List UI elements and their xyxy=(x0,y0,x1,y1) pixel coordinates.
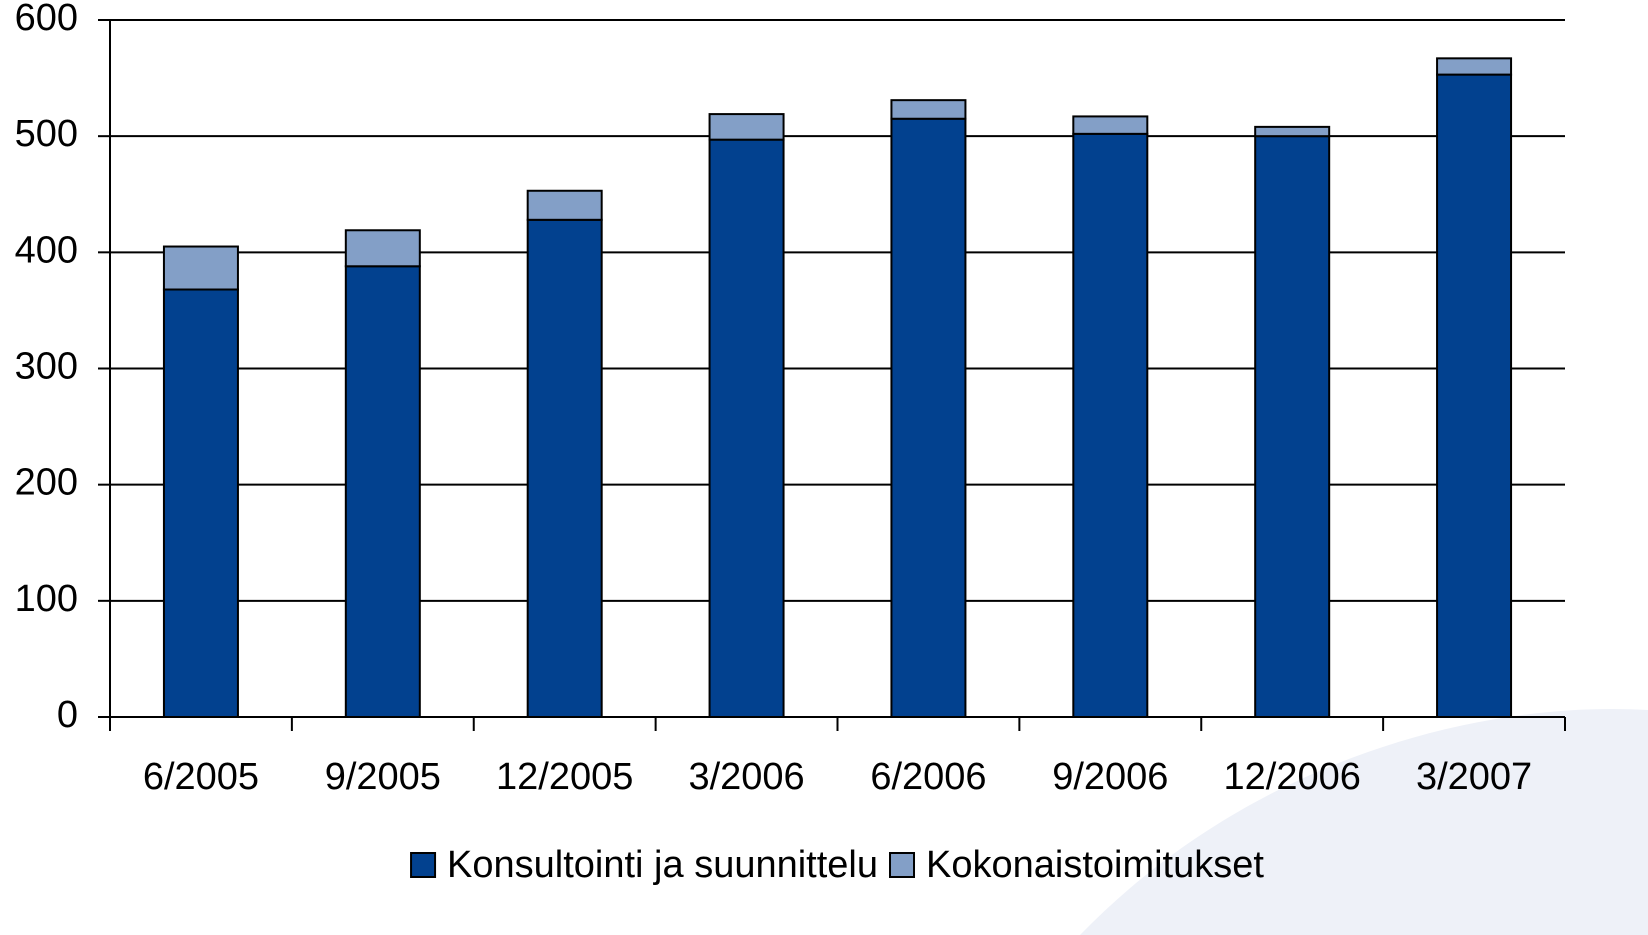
legend-label: Kokonaistoimitukset xyxy=(926,844,1264,886)
bar-segment xyxy=(162,288,239,718)
bar-segment xyxy=(1436,57,1513,76)
x-tick-label: 12/2006 xyxy=(1224,756,1361,798)
bar-segment xyxy=(1072,115,1149,135)
bar-segment xyxy=(708,138,785,718)
bar-segment xyxy=(1072,132,1149,719)
y-tick-label: 500 xyxy=(15,113,78,155)
bar-segment xyxy=(1436,73,1513,719)
bar-segment xyxy=(708,113,785,141)
legend-swatch xyxy=(410,852,437,878)
x-tick-label: 3/2007 xyxy=(1416,756,1532,798)
y-tick-label: 300 xyxy=(15,346,78,388)
bar-segment xyxy=(344,265,421,718)
bar-segment xyxy=(1254,135,1331,718)
x-tick-label: 6/2006 xyxy=(870,756,986,798)
y-tick-label: 200 xyxy=(15,462,78,504)
bar-segment xyxy=(890,99,967,120)
bar-segment xyxy=(344,229,421,268)
background-swoosh xyxy=(1080,708,1648,935)
bar-segment xyxy=(162,245,239,291)
x-tick-label: 6/2005 xyxy=(143,756,259,798)
bar-segment xyxy=(526,189,603,221)
x-tick-label: 9/2005 xyxy=(325,756,441,798)
y-tick-label: 100 xyxy=(15,578,78,620)
y-tick-label: 400 xyxy=(15,229,78,271)
y-tick-label: 600 xyxy=(15,0,78,39)
x-tick-label: 12/2005 xyxy=(496,756,633,798)
y-tick-label: 0 xyxy=(57,694,78,736)
legend-label: Konsultointi ja suunnittelu xyxy=(447,844,878,886)
x-tick-label: 3/2006 xyxy=(688,756,804,798)
x-tick-label: 9/2006 xyxy=(1052,756,1168,798)
legend-swatch xyxy=(889,852,916,878)
bar-segment xyxy=(526,218,603,718)
bar-segment xyxy=(890,117,967,719)
bar-segment xyxy=(1254,125,1331,138)
